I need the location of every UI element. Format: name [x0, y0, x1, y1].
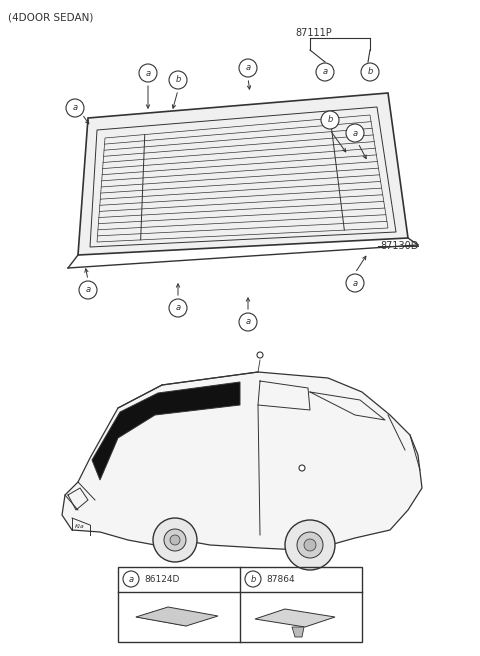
Text: a: a [145, 68, 151, 77]
Text: a: a [85, 285, 91, 295]
Text: a: a [245, 318, 251, 327]
Circle shape [139, 64, 157, 82]
Circle shape [361, 63, 379, 81]
Circle shape [169, 299, 187, 317]
Circle shape [245, 571, 261, 587]
Text: a: a [175, 304, 180, 312]
Circle shape [123, 571, 139, 587]
Text: 87130D: 87130D [380, 241, 419, 251]
Text: a: a [129, 575, 133, 583]
Text: a: a [72, 104, 78, 112]
Text: (4DOOR SEDAN): (4DOOR SEDAN) [8, 12, 94, 22]
Circle shape [164, 529, 186, 551]
Text: b: b [367, 68, 372, 77]
Text: 86124D: 86124D [144, 575, 180, 583]
Text: b: b [327, 115, 333, 125]
Circle shape [169, 71, 187, 89]
Text: Kia: Kia [75, 524, 85, 529]
Circle shape [346, 124, 364, 142]
Text: b: b [175, 75, 180, 85]
Circle shape [299, 465, 305, 471]
Polygon shape [78, 93, 408, 255]
Circle shape [346, 274, 364, 292]
Circle shape [79, 281, 97, 299]
Circle shape [153, 518, 197, 562]
Text: a: a [323, 68, 327, 77]
Circle shape [239, 313, 257, 331]
Text: b: b [250, 575, 256, 583]
Circle shape [66, 99, 84, 117]
Text: a: a [352, 129, 358, 138]
Bar [118, 567, 362, 642]
Polygon shape [292, 627, 304, 637]
Polygon shape [62, 372, 422, 550]
Polygon shape [255, 609, 335, 627]
Circle shape [304, 539, 316, 551]
Polygon shape [92, 382, 240, 480]
Text: a: a [245, 64, 251, 73]
Circle shape [170, 535, 180, 545]
Text: 87864: 87864 [266, 575, 295, 583]
Circle shape [285, 520, 335, 570]
Text: 87111P: 87111P [295, 28, 332, 38]
Circle shape [297, 532, 323, 558]
Circle shape [239, 59, 257, 77]
Circle shape [316, 63, 334, 81]
Circle shape [321, 111, 339, 129]
Polygon shape [136, 607, 218, 626]
Circle shape [257, 352, 263, 358]
Text: a: a [352, 279, 358, 287]
